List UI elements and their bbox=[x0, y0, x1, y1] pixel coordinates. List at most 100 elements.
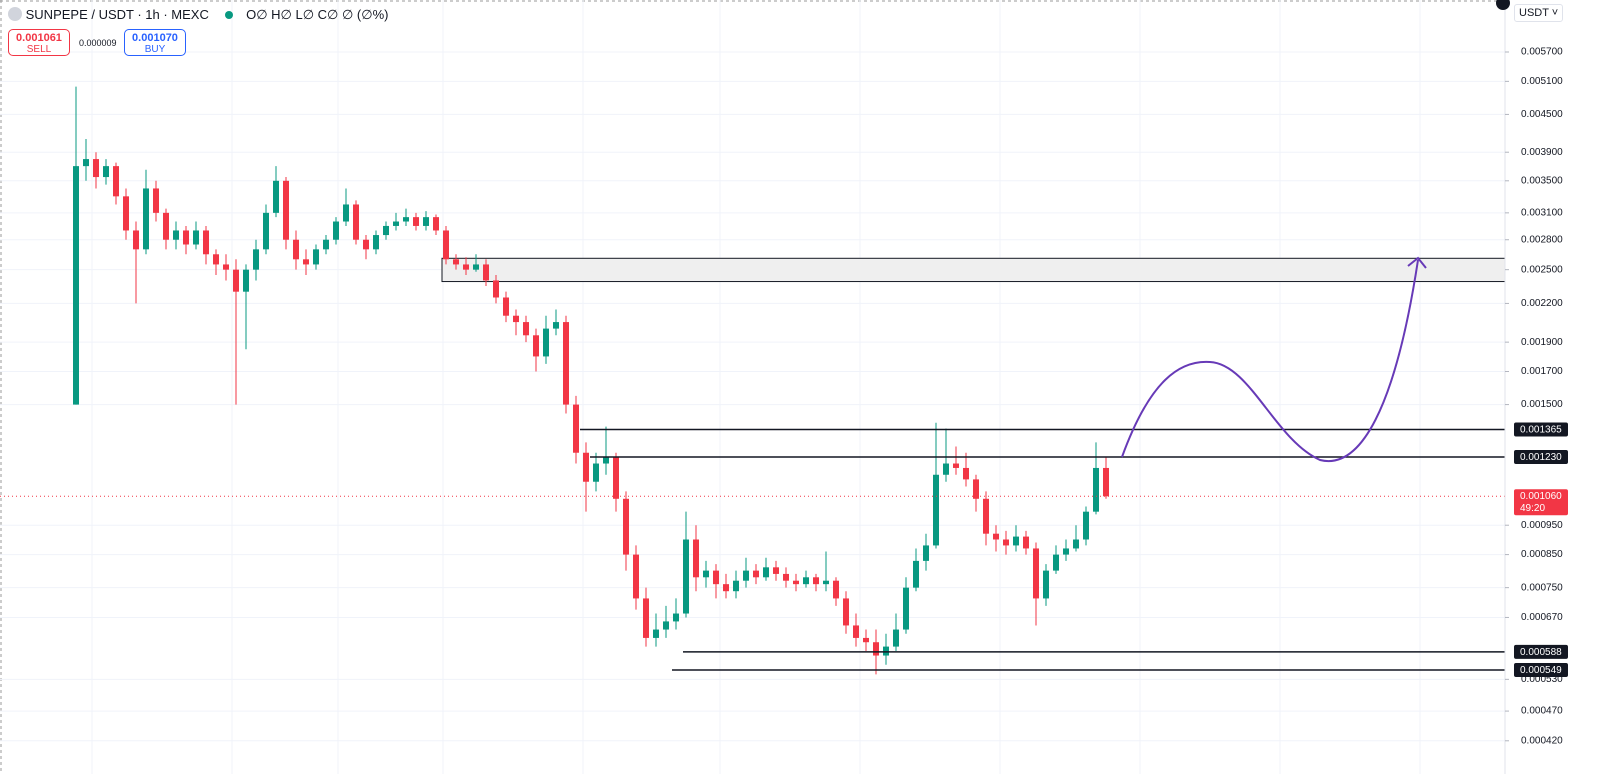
grid bbox=[0, 51, 1505, 742]
candle-body bbox=[73, 166, 79, 405]
candles bbox=[73, 86, 1109, 675]
candle-body bbox=[323, 239, 329, 250]
candle-body bbox=[193, 230, 199, 245]
candle-body bbox=[793, 580, 799, 585]
level-label-bg bbox=[1514, 644, 1568, 659]
level-label-bg bbox=[1514, 449, 1568, 464]
candle-body bbox=[603, 456, 609, 464]
countdown: 49:20 bbox=[1520, 503, 1545, 514]
candle-body bbox=[1083, 511, 1089, 540]
candle-body bbox=[143, 188, 149, 250]
candle-body bbox=[993, 533, 999, 540]
candle-body bbox=[473, 264, 479, 270]
candle-body bbox=[633, 554, 639, 599]
candle-body bbox=[263, 212, 269, 250]
candle-body bbox=[773, 567, 779, 574]
candle-body bbox=[133, 230, 139, 250]
levels-layer bbox=[0, 428, 1505, 671]
candle-body bbox=[913, 560, 919, 588]
candle-body bbox=[203, 230, 209, 255]
currency-select[interactable]: USDT ˅ bbox=[1514, 4, 1564, 22]
candle-body bbox=[413, 217, 419, 226]
candle-body bbox=[303, 259, 309, 265]
ohlc: O∅ H∅ L∅ C∅ ∅ (∅%) bbox=[246, 7, 389, 22]
candle-body bbox=[973, 479, 979, 499]
y-tick-label: 0.003500 bbox=[1521, 175, 1563, 186]
sell-button[interactable]: 0.001061 SELL bbox=[8, 29, 70, 56]
candle-body bbox=[733, 580, 739, 592]
candle-body bbox=[1023, 536, 1029, 549]
currency: USDT bbox=[1519, 7, 1549, 19]
candle-body bbox=[493, 280, 499, 298]
y-tick-label: 0.002200 bbox=[1521, 298, 1563, 309]
candle-body bbox=[933, 474, 939, 546]
candle-body bbox=[423, 217, 429, 226]
candle-body bbox=[543, 328, 549, 357]
candle-body bbox=[1043, 570, 1049, 599]
candle-body bbox=[313, 249, 319, 265]
buy-button[interactable]: 0.001070 BUY bbox=[124, 29, 186, 56]
y-tick-label: 0.000850 bbox=[1521, 549, 1563, 560]
sell-label: SELL bbox=[26, 44, 52, 55]
candle-body bbox=[873, 642, 879, 656]
candle-body bbox=[243, 269, 249, 292]
y-tick-label: 0.001500 bbox=[1521, 399, 1563, 410]
candle-body bbox=[703, 570, 709, 578]
y-tick-label: 0.003100 bbox=[1521, 207, 1563, 218]
candle-body bbox=[743, 570, 749, 581]
y-tick-label: 0.002500 bbox=[1521, 264, 1563, 275]
candle-body bbox=[613, 456, 619, 499]
candle-body bbox=[383, 225, 389, 236]
y-tick-label: 0.005700 bbox=[1521, 47, 1563, 58]
candle-body bbox=[723, 584, 729, 592]
sell-price: 0.001061 bbox=[16, 32, 62, 44]
candle-body bbox=[593, 463, 599, 482]
candle-body bbox=[663, 621, 669, 630]
candle-body bbox=[753, 570, 759, 578]
y-tick-label: 0.000420 bbox=[1521, 735, 1563, 746]
candle-body bbox=[153, 188, 159, 213]
candle-body bbox=[1033, 548, 1039, 599]
buy-label: BUY bbox=[144, 44, 166, 55]
candle-body bbox=[523, 322, 529, 336]
candle-body bbox=[1103, 467, 1109, 497]
candle-body bbox=[1003, 539, 1009, 546]
spread: 0.000009 bbox=[79, 38, 117, 48]
candle-body bbox=[353, 204, 359, 240]
level-label: 0.001230 bbox=[1520, 452, 1562, 463]
candle-body bbox=[283, 180, 289, 240]
candle-body bbox=[483, 264, 489, 281]
candle-body bbox=[183, 230, 189, 245]
candle-body bbox=[833, 580, 839, 599]
candle-body bbox=[643, 598, 649, 638]
level-label: 0.000549 bbox=[1520, 665, 1562, 676]
symbol[interactable]: SUNPEPE / USDT · 1h · MEXC bbox=[25, 7, 209, 22]
settings-icon[interactable] bbox=[1496, 0, 1510, 10]
candle-body bbox=[293, 239, 299, 260]
candle-body bbox=[683, 539, 689, 614]
zone bbox=[441, 257, 1506, 283]
y-tick-label: 0.000950 bbox=[1521, 520, 1563, 531]
y-tick-label: 0.002800 bbox=[1521, 234, 1563, 245]
y-tick-label: 0.000470 bbox=[1521, 706, 1563, 717]
candle-body bbox=[273, 180, 279, 213]
candle-body bbox=[843, 598, 849, 626]
candle-body bbox=[853, 625, 859, 638]
candle-body bbox=[863, 637, 869, 643]
candle-body bbox=[953, 463, 959, 468]
candle-body bbox=[393, 221, 399, 226]
candle-body bbox=[223, 264, 229, 270]
candle-body bbox=[1013, 536, 1019, 546]
candle-body bbox=[893, 629, 899, 647]
candle-body bbox=[903, 587, 909, 630]
y-tick-label: 0.003900 bbox=[1521, 147, 1563, 158]
axis-labels: 0.005700 0.005100 0.004500 0.003900 0.003500… bbox=[1505, 47, 1568, 746]
candle-body bbox=[803, 577, 809, 585]
candle-body bbox=[123, 196, 129, 231]
candle-body bbox=[333, 221, 339, 240]
candle-body bbox=[513, 315, 519, 323]
y-tick-label: 0.005100 bbox=[1521, 76, 1563, 87]
